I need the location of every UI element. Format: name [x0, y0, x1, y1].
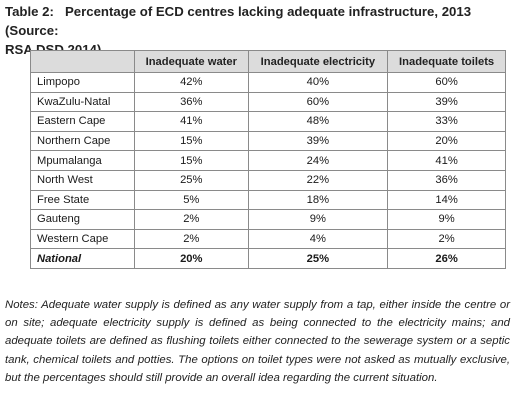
table-row: North West 25% 22% 36%	[30, 169, 506, 191]
electricity-cell: 48%	[247, 111, 389, 132]
table-row: KwaZulu-Natal 36% 60% 39%	[30, 91, 506, 113]
water-cell: 2%	[134, 209, 249, 230]
toilets-cell: 41%	[387, 150, 506, 171]
toilets-cell: 39%	[387, 91, 506, 113]
water-cell: 41%	[134, 111, 249, 132]
toilets-cell: 9%	[387, 209, 506, 230]
electricity-cell: 60%	[247, 91, 389, 113]
water-cell: 36%	[134, 91, 249, 113]
header-corner	[30, 50, 135, 73]
infrastructure-table: Inadequate water Inadequate electricity …	[30, 50, 506, 269]
caption-label: Table 2:	[5, 4, 54, 19]
table-row: Limpopo 42% 40% 60%	[30, 72, 506, 93]
electricity-cell: 40%	[247, 72, 389, 93]
electricity-cell: 39%	[247, 130, 389, 152]
toilets-cell: 60%	[387, 72, 506, 93]
region-cell: National	[30, 248, 135, 269]
table-row: Eastern Cape 41% 48% 33%	[30, 111, 506, 132]
electricity-cell: 24%	[247, 150, 389, 171]
toilets-cell: 26%	[387, 248, 506, 269]
region-cell: KwaZulu-Natal	[30, 91, 135, 113]
header-toilets: Inadequate toilets	[387, 50, 506, 73]
region-cell: Gauteng	[30, 209, 135, 230]
toilets-cell: 14%	[387, 189, 506, 211]
table-header-row: Inadequate water Inadequate electricity …	[30, 50, 506, 73]
region-cell: Northern Cape	[30, 130, 135, 152]
table-row: Northern Cape 15% 39% 20%	[30, 130, 506, 152]
water-cell: 15%	[134, 130, 249, 152]
toilets-cell: 20%	[387, 130, 506, 152]
toilets-cell: 2%	[387, 228, 506, 250]
table-row: Free State 5% 18% 14%	[30, 189, 506, 211]
toilets-cell: 36%	[387, 169, 506, 191]
electricity-cell: 9%	[247, 209, 389, 230]
region-cell: Free State	[30, 189, 135, 211]
header-electricity: Inadequate electricity	[247, 50, 389, 73]
toilets-cell: 33%	[387, 111, 506, 132]
table-row-national: National 20% 25% 26%	[30, 248, 506, 269]
caption-title-line1: Percentage of ECD centres lacking adequa…	[5, 4, 472, 38]
water-cell: 25%	[134, 169, 249, 191]
table-notes: Notes: Adequate water supply is defined …	[5, 299, 510, 384]
electricity-cell: 22%	[247, 169, 389, 191]
water-cell: 20%	[134, 248, 249, 269]
region-cell: Limpopo	[30, 72, 135, 93]
electricity-cell: 18%	[247, 189, 389, 211]
header-water: Inadequate water	[134, 50, 249, 73]
electricity-cell: 25%	[247, 248, 389, 269]
region-cell: Western Cape	[30, 228, 135, 250]
water-cell: 42%	[134, 72, 249, 93]
region-cell: Eastern Cape	[30, 111, 135, 132]
region-cell: Mpumalanga	[30, 150, 135, 171]
water-cell: 2%	[134, 228, 249, 250]
table-row: Western Cape 2% 4% 2%	[30, 228, 506, 250]
electricity-cell: 4%	[247, 228, 389, 250]
region-cell: North West	[30, 169, 135, 191]
water-cell: 15%	[134, 150, 249, 171]
table-row: Mpumalanga 15% 24% 41%	[30, 150, 506, 171]
table-row: Gauteng 2% 9% 9%	[30, 209, 506, 230]
water-cell: 5%	[134, 189, 249, 211]
